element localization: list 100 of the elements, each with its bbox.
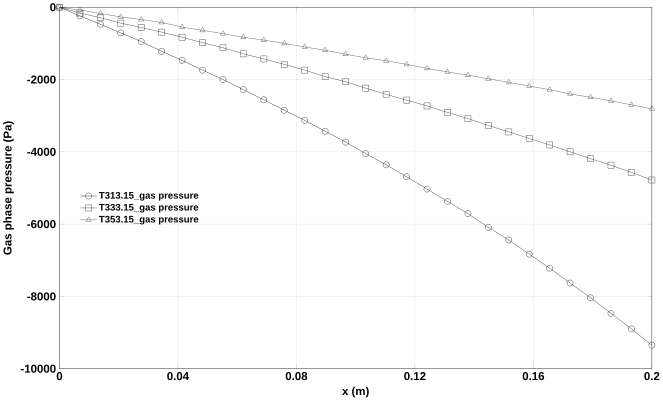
point bbox=[179, 24, 185, 30]
point bbox=[76, 12, 84, 20]
point bbox=[506, 79, 512, 84]
point bbox=[424, 102, 430, 110]
point bbox=[383, 58, 390, 63]
point bbox=[464, 210, 472, 218]
point bbox=[546, 265, 553, 272]
point bbox=[404, 61, 410, 66]
point bbox=[628, 102, 634, 107]
point bbox=[322, 128, 328, 135]
y-tick-label: -4000 bbox=[27, 148, 56, 156]
point bbox=[424, 65, 430, 70]
point bbox=[302, 44, 308, 49]
point bbox=[424, 186, 430, 192]
point bbox=[526, 251, 532, 258]
point bbox=[464, 116, 472, 122]
point bbox=[648, 176, 656, 184]
point bbox=[77, 7, 83, 12]
point bbox=[546, 142, 553, 148]
point bbox=[178, 34, 186, 41]
point bbox=[382, 162, 390, 168]
point bbox=[506, 236, 512, 244]
point bbox=[444, 109, 451, 116]
x-tick-label: 0.08 bbox=[286, 372, 308, 380]
y-tick-label: -8000 bbox=[27, 292, 56, 301]
point bbox=[240, 86, 247, 94]
point bbox=[199, 40, 206, 46]
point bbox=[587, 294, 594, 302]
y-tick-label: -6000 bbox=[27, 220, 56, 228]
point bbox=[465, 72, 471, 78]
point bbox=[587, 156, 594, 162]
point bbox=[322, 74, 328, 80]
point bbox=[158, 29, 165, 36]
y-axis-title: Gas phase pressure (Pa) bbox=[3, 122, 14, 255]
point bbox=[362, 54, 369, 60]
point bbox=[158, 19, 164, 24]
point bbox=[444, 198, 451, 205]
y-tick-label: -10000 bbox=[20, 364, 56, 373]
legend-label: T333.15_gas pressure bbox=[98, 204, 198, 213]
point bbox=[158, 48, 165, 55]
point bbox=[178, 57, 186, 64]
point bbox=[628, 169, 635, 176]
point bbox=[322, 47, 328, 52]
point bbox=[403, 174, 410, 180]
point bbox=[485, 122, 492, 129]
point bbox=[649, 106, 655, 111]
point bbox=[138, 24, 144, 31]
legend-label: T353.15_gas pressure bbox=[98, 216, 198, 225]
point bbox=[506, 128, 512, 136]
x-tick-label: 0.12 bbox=[404, 372, 426, 380]
point bbox=[138, 38, 144, 46]
x-tick-label: 0.04 bbox=[167, 372, 190, 380]
point bbox=[240, 34, 246, 40]
point bbox=[301, 117, 308, 124]
point bbox=[220, 30, 226, 36]
point bbox=[138, 16, 144, 22]
point bbox=[628, 326, 635, 332]
point bbox=[98, 10, 104, 16]
point bbox=[588, 94, 594, 100]
x-axis-title: x (m) bbox=[342, 386, 369, 398]
point bbox=[567, 90, 573, 96]
legend-label: T313.15_gas pressure bbox=[98, 192, 198, 201]
point bbox=[566, 148, 574, 156]
point bbox=[342, 51, 348, 56]
point bbox=[608, 310, 614, 317]
y-tick-label: -2000 bbox=[27, 76, 56, 84]
point bbox=[281, 61, 288, 68]
point bbox=[240, 50, 247, 58]
point bbox=[301, 67, 308, 74]
point bbox=[546, 86, 553, 92]
point bbox=[362, 85, 369, 92]
point bbox=[118, 14, 124, 19]
point bbox=[648, 342, 656, 349]
y-tick-label: 0 bbox=[50, 3, 56, 12]
point bbox=[566, 280, 574, 286]
point bbox=[403, 97, 410, 104]
point bbox=[200, 27, 206, 32]
point bbox=[526, 82, 532, 88]
point bbox=[526, 135, 532, 142]
point bbox=[608, 162, 614, 169]
point bbox=[118, 20, 124, 27]
point bbox=[281, 40, 288, 46]
point bbox=[220, 76, 226, 83]
point bbox=[76, 10, 84, 16]
point bbox=[199, 67, 206, 74]
point bbox=[97, 21, 104, 28]
point bbox=[444, 68, 450, 74]
point bbox=[260, 96, 268, 104]
point bbox=[486, 76, 492, 81]
point bbox=[261, 37, 267, 42]
point bbox=[485, 224, 492, 231]
point bbox=[608, 98, 614, 103]
point bbox=[260, 56, 268, 62]
point bbox=[281, 107, 288, 114]
point bbox=[362, 150, 369, 158]
point bbox=[342, 139, 349, 146]
x-tick-label: 0.16 bbox=[522, 372, 544, 380]
point bbox=[382, 91, 390, 98]
point bbox=[342, 78, 349, 86]
point bbox=[220, 44, 226, 52]
